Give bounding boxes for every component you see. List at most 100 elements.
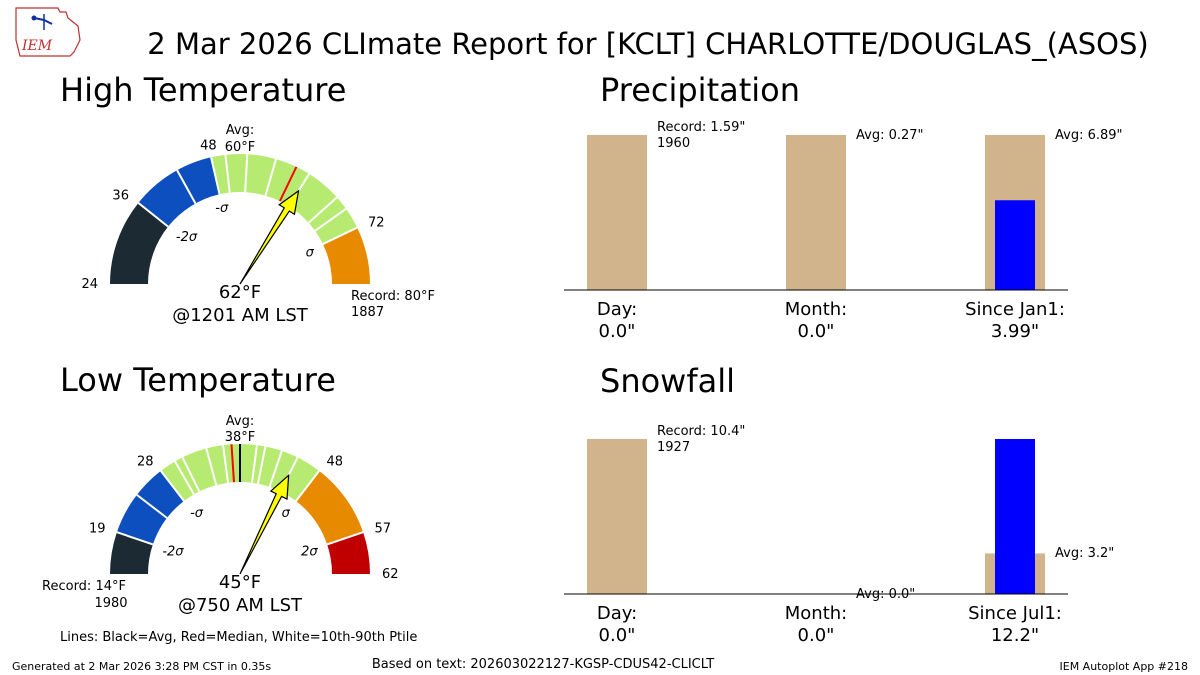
- gauge-tick-label: 48: [326, 454, 343, 469]
- iowa-outline-icon: [15, 7, 81, 57]
- gauge-band: [211, 154, 358, 245]
- low-observed-label: 45°F: [219, 572, 261, 593]
- category-label: Day:: [597, 603, 637, 624]
- band-separator: [160, 470, 185, 502]
- low-time-label: @750 AM LST: [178, 595, 303, 616]
- gauge-band: [110, 202, 169, 284]
- gauge-tick-label: 19: [89, 521, 106, 536]
- low-avg-label-line1: Avg:: [226, 414, 254, 429]
- category-value: 0.0": [599, 321, 636, 342]
- observed-bar: [995, 200, 1035, 290]
- percentile-line: [176, 169, 197, 204]
- percentile-line: [244, 154, 249, 193]
- observed-bar: [995, 439, 1035, 594]
- band-separator: [295, 470, 320, 502]
- category-value: 3.99": [991, 321, 1039, 342]
- low-avg-label-line2: 38°F: [225, 430, 256, 445]
- bar-annotation-year: 1927: [657, 440, 690, 455]
- high-time-label: @1201 AM LST: [172, 305, 309, 326]
- source-note: Based on text: 202603022127-KGSP-CDUS42-…: [372, 657, 714, 672]
- precip-title: Precipitation: [600, 71, 800, 109]
- gauge-band: [116, 470, 184, 545]
- gauge-tick-label: 48: [200, 139, 217, 154]
- percentile-line: [307, 196, 338, 224]
- percentile-line: [256, 446, 267, 484]
- high-avg-label-line2: 60°F: [225, 140, 256, 155]
- snowfall-title: Snowfall: [600, 362, 735, 400]
- percentile-line: [264, 158, 277, 196]
- iem-logo: IEM: [15, 7, 81, 57]
- bar-annotation: Avg: 6.89": [1055, 128, 1123, 143]
- gauge-band: [138, 157, 220, 227]
- gauge-band: [322, 227, 370, 284]
- median-line: [279, 166, 298, 202]
- page-title: 2 Mar 2026 CLImate Report for [KCLT] CHA…: [147, 27, 1148, 61]
- gauge-tick-label: 36: [112, 188, 129, 203]
- bar-annotation-year: 1960: [657, 136, 690, 151]
- reference-bar: [786, 135, 846, 290]
- gauge-sigma-label: σ: [306, 245, 315, 260]
- gauge-band: [296, 470, 364, 545]
- bar-annotation: Record: 10.4": [657, 424, 745, 439]
- percentile-line: [205, 448, 218, 486]
- category-value: 0.0": [798, 625, 835, 646]
- app-note: IEM Autoplot App #218: [1060, 660, 1189, 673]
- band-separator: [322, 226, 358, 245]
- band-separator: [137, 202, 169, 228]
- median-line: [230, 444, 235, 483]
- gauge-tick-label: 24: [81, 277, 98, 292]
- gauge-sigma-label: σ: [282, 506, 291, 521]
- vane-dot-icon: [31, 15, 37, 21]
- bar-annotation: Avg: 3.2": [1055, 546, 1114, 561]
- low-temp-title: Low Temperature: [60, 361, 336, 399]
- low-record-line1: Record: 14°F: [42, 579, 126, 594]
- category-label: Month:: [785, 603, 847, 624]
- reference-bar: [587, 439, 647, 594]
- percentile-line: [181, 456, 201, 492]
- gauge-sigma-label: 2σ: [301, 545, 318, 560]
- precip-bars: Day:0.0"Record: 1.59"1960Month:0.0"Avg: …: [564, 120, 1123, 342]
- gauge-tick-label: 28: [137, 454, 154, 469]
- logo-text: IEM: [21, 38, 53, 54]
- bar-annotation: Record: 1.59": [657, 120, 745, 135]
- gauge-tick-label: 72: [368, 215, 385, 230]
- category-label: Day:: [597, 299, 637, 320]
- generated-note: Generated at 2 Mar 2026 3:28 PM CST in 0…: [12, 660, 271, 673]
- band-separator: [116, 531, 154, 546]
- gauge-tick-label: 62: [382, 567, 399, 582]
- percentile-line: [222, 444, 229, 483]
- percentile-line: [314, 207, 347, 232]
- lines-legend: Lines: Black=Avg, Red=Median, White=10th…: [60, 630, 417, 645]
- gauge-band: [110, 532, 153, 574]
- percentile-line: [174, 460, 195, 495]
- gauge-sigma-label: -σ: [190, 506, 204, 521]
- gauge-tick-label: 57: [374, 521, 391, 536]
- gauge-sigma-label: -2σ: [176, 230, 198, 245]
- category-value: 0.0": [599, 625, 636, 646]
- category-label: Month:: [785, 299, 847, 320]
- high-record-line1: Record: 80°F: [351, 289, 435, 304]
- band-separator: [326, 531, 364, 546]
- percentile-line: [136, 494, 168, 519]
- percentile-line: [268, 450, 283, 488]
- category-value: 0.0": [798, 321, 835, 342]
- high-temp-gauge: 24 36 48 72 -2σ -σ σ: [81, 139, 384, 292]
- high-temp-title: High Temperature: [60, 71, 346, 109]
- gauge-sigma-label: -σ: [215, 201, 229, 216]
- category-value: 12.2": [991, 625, 1039, 646]
- high-record-line2: 1887: [351, 305, 384, 320]
- percentile-line: [224, 154, 231, 193]
- category-label: Since Jul1:: [968, 603, 1062, 624]
- gauge-needle: [239, 189, 300, 285]
- high-avg-label-line1: Avg:: [226, 123, 254, 138]
- snowfall-bars: Day:0.0"Record: 10.4"1927Month:0.0"Avg: …: [564, 424, 1114, 646]
- low-temp-gauge: 19 28 48 57 62 -2σ -σ σ 2σ: [89, 444, 399, 582]
- band-separator: [210, 157, 221, 195]
- bar-annotation: Avg: 0.27": [856, 128, 924, 143]
- gauge-needle: [239, 473, 290, 575]
- low-record-line2: 1980: [94, 596, 127, 611]
- high-observed-label: 62°F: [219, 282, 261, 303]
- gauge-band: [327, 532, 370, 574]
- percentile-line: [251, 444, 258, 483]
